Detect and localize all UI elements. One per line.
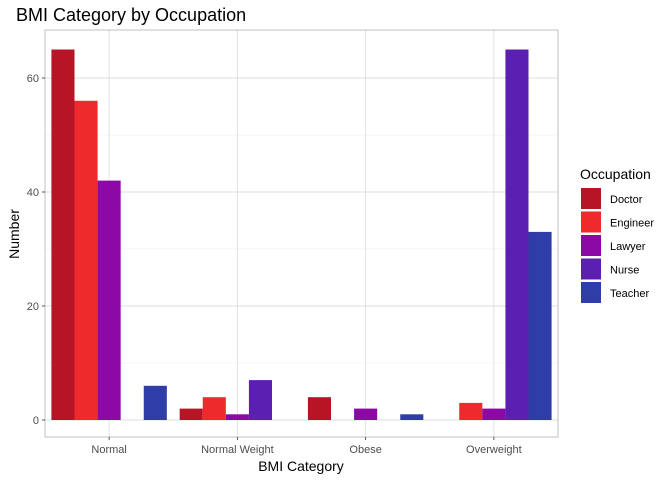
bar-lawyer-overweight: [482, 408, 506, 420]
y-tick-label: 20: [27, 301, 39, 313]
legend-label-nurse: Nurse: [610, 265, 639, 277]
legend-label-engineer: Engineer: [610, 218, 654, 230]
y-tick-label: 60: [27, 73, 39, 85]
legend-key-lawyer: [581, 235, 601, 256]
bar-engineer-normal: [74, 100, 98, 421]
y-axis-ticks: 0 20 40 60: [27, 73, 45, 427]
legend-label-teacher: Teacher: [610, 288, 649, 300]
bar-lawyer-normal-weight: [225, 414, 249, 420]
bar-teacher-normal: [143, 385, 167, 420]
y-axis-title: Number: [6, 209, 22, 259]
bar-lawyer-normal: [97, 180, 121, 420]
grid-lines: [45, 30, 558, 437]
bar-doctor-normal: [51, 49, 75, 420]
x-axis-ticks: Normal Normal Weight Obese Overweight: [91, 437, 522, 456]
plot-panel-border: [44, 29, 559, 438]
legend-label-lawyer: Lawyer: [610, 241, 646, 253]
x-axis-title: BMI Category: [258, 458, 344, 474]
bar-engineer-normal-weight: [202, 397, 226, 420]
legend-label-doctor: Doctor: [610, 194, 643, 206]
bars: [51, 49, 552, 421]
bar-doctor-normal-weight: [179, 408, 203, 420]
bar-teacher-overweight: [528, 231, 552, 420]
chart-title: BMI Category by Occupation: [16, 5, 246, 25]
bar-teacher-obese: [400, 414, 424, 420]
y-tick-label: 0: [33, 415, 39, 427]
legend-key-teacher: [581, 282, 601, 303]
bar-nurse-normal-weight: [248, 380, 273, 420]
bar-lawyer-obese: [354, 408, 378, 420]
y-tick-label: 40: [27, 187, 39, 199]
legend: Occupation Doctor Engineer Lawyer Nurse Teac…: [580, 166, 654, 303]
x-tick-label: Overweight: [466, 444, 522, 456]
x-tick-label: Obese: [349, 444, 381, 456]
x-tick-label: Normal Weight: [201, 444, 274, 456]
legend-title: Occupation: [580, 166, 651, 182]
x-tick-label: Normal: [91, 444, 126, 456]
legend-key-nurse: [581, 258, 601, 280]
bar-doctor-obese: [307, 397, 331, 420]
legend-key-doctor: [581, 188, 601, 209]
legend-key-engineer: [581, 211, 601, 233]
bar-engineer-overweight: [459, 402, 483, 420]
bar-nurse-overweight: [505, 49, 529, 420]
